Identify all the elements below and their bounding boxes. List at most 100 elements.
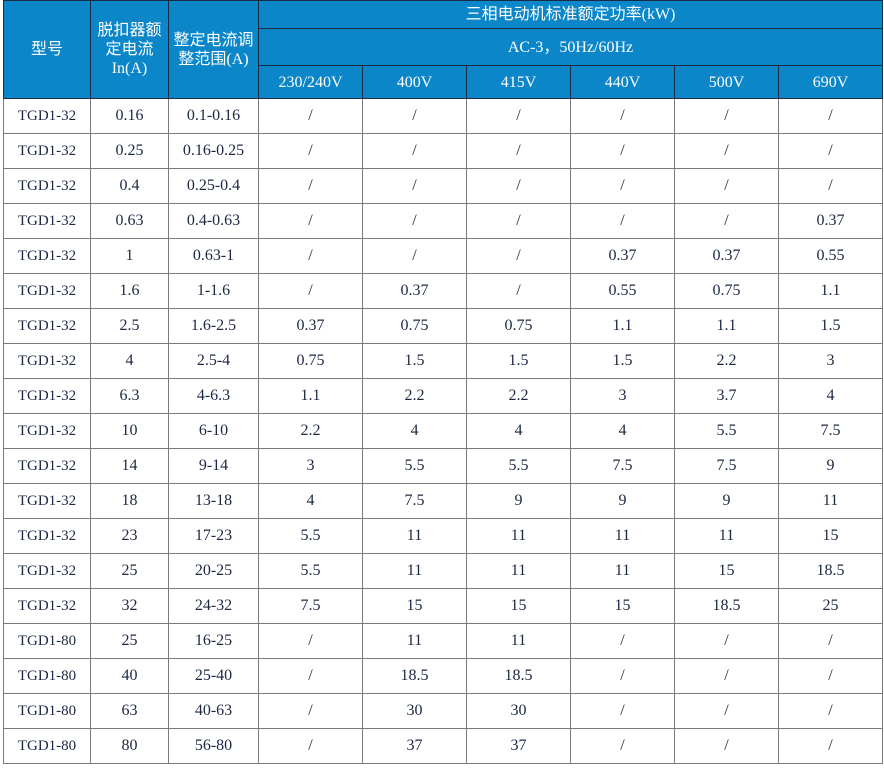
table-row: TGD1-32 4 2.5-4 0.75 1.5 1.5 1.5 2.2 3 [3, 343, 884, 379]
cell-power-230-240v: / [258, 98, 363, 134]
cell-power-500v: 9 [674, 483, 779, 519]
cell-power-415v: 2.2 [466, 378, 571, 414]
cell-power-440v: / [570, 98, 675, 134]
cell-power-415v: 11 [466, 553, 571, 589]
cell-setting-range: 24-32 [168, 588, 259, 624]
cell-power-400v: 1.5 [362, 343, 467, 379]
table-row: TGD1-32 18 13-18 4 7.5 9 9 9 11 [3, 483, 884, 519]
table-row: TGD1-80 80 56-80/37 37// / [3, 728, 884, 764]
cell-rated-current: 6.3 [90, 378, 169, 414]
table-row: TGD1-32 25 20-25 5.5 11 11 11 15 18.5 [3, 553, 884, 589]
cell-power-415v: 5.5 [466, 448, 571, 484]
cell-model: TGD1-32 [3, 308, 91, 344]
table-row: TGD1-32 6.3 4-6.3 1.1 2.2 2.2 3 3.7 4 [3, 378, 884, 414]
cell-power-440v: 0.55 [570, 273, 675, 309]
cell-power-415v: 15 [466, 588, 571, 624]
cell-power-500v: / [674, 658, 779, 694]
cell-setting-range: 40-63 [168, 693, 259, 729]
cell-power-500v: 7.5 [674, 448, 779, 484]
cell-power-500v: / [674, 623, 779, 659]
cell-power-415v: / [466, 273, 571, 309]
cell-model: TGD1-32 [3, 448, 91, 484]
cell-rated-current: 23 [90, 518, 169, 554]
cell-model: TGD1-32 [3, 203, 91, 239]
cell-power-690v: / [777, 168, 884, 204]
table-row: TGD1-32 0.25 0.16-0.25// / / / / [3, 133, 884, 169]
cell-power-400v: 11 [362, 553, 467, 589]
cell-power-415v: / [466, 133, 571, 169]
cell-power-440v: 1.1 [570, 308, 675, 344]
cell-power-400v: 15 [362, 588, 467, 624]
header-voltage: 230/240V [258, 65, 363, 99]
cell-model: TGD1-32 [3, 98, 91, 134]
cell-rated-current: 32 [90, 588, 169, 624]
header-voltage: 400V [362, 65, 467, 99]
cell-power-400v: 11 [362, 623, 467, 659]
cell-power-400v: 11 [362, 518, 467, 554]
cell-power-400v: 0.37 [362, 273, 467, 309]
cell-setting-range: 2.5-4 [168, 343, 259, 379]
cell-power-440v: / [570, 658, 675, 694]
table-row: TGD1-32 0.4 0.25-0.4// / / / / [3, 168, 884, 204]
cell-power-500v: 18.5 [674, 588, 779, 624]
table-row: TGD1-80 63 40-63/30 30// / [3, 693, 884, 729]
cell-power-230-240v: / [258, 658, 363, 694]
cell-setting-range: 1.6-2.5 [168, 308, 259, 344]
cell-power-230-240v: 4 [258, 483, 363, 519]
cell-setting-range: 6-10 [168, 413, 259, 449]
cell-setting-range: 0.25-0.4 [168, 168, 259, 204]
cell-rated-current: 63 [90, 693, 169, 729]
cell-rated-current: 0.16 [90, 98, 169, 134]
cell-power-690v: 11 [777, 483, 884, 519]
motor-power-table: 型号 脱扣器额定电流 In(A) 整定电流调整范围(A) 三相电动机标准额定功率… [3, 0, 884, 764]
cell-power-440v: 11 [570, 553, 675, 589]
cell-rated-current: 0.4 [90, 168, 169, 204]
cell-setting-range: 9-14 [168, 448, 259, 484]
cell-model: TGD1-32 [3, 378, 91, 414]
cell-power-230-240v: 3 [258, 448, 363, 484]
cell-power-440v: 11 [570, 518, 675, 554]
cell-power-690v: 1.5 [777, 308, 884, 344]
table-row: TGD1-32 14 9-14 3 5.5 5.5 7.5 7.5 9 [3, 448, 884, 484]
cell-power-500v: 1.1 [674, 308, 779, 344]
cell-power-230-240v: / [258, 693, 363, 729]
cell-power-400v: 0.75 [362, 308, 467, 344]
cell-power-415v: 30 [466, 693, 571, 729]
cell-model: TGD1-32 [3, 343, 91, 379]
cell-power-690v: 4 [777, 378, 884, 414]
cell-rated-current: 40 [90, 658, 169, 694]
cell-power-690v: 1.1 [777, 273, 884, 309]
cell-setting-range: 0.1-0.16 [168, 98, 259, 134]
cell-power-440v: 4 [570, 413, 675, 449]
cell-power-415v: 11 [466, 623, 571, 659]
header-voltage: 415V [466, 65, 571, 99]
cell-power-230-240v: / [258, 238, 363, 274]
cell-setting-range: 13-18 [168, 483, 259, 519]
cell-power-400v: / [362, 133, 467, 169]
cell-power-500v: 11 [674, 518, 779, 554]
cell-rated-current: 0.63 [90, 203, 169, 239]
header-setting-range: 整定电流调整范围(A) [168, 0, 259, 99]
cell-model: TGD1-32 [3, 553, 91, 589]
table-row: TGD1-32 23 17-23 5.5 11 11 11 11 15 [3, 518, 884, 554]
cell-setting-range: 56-80 [168, 728, 259, 764]
cell-power-500v: 3.7 [674, 378, 779, 414]
cell-model: TGD1-32 [3, 483, 91, 519]
cell-power-690v: / [777, 98, 884, 134]
cell-model: TGD1-32 [3, 518, 91, 554]
cell-power-230-240v: 2.2 [258, 413, 363, 449]
cell-power-690v: / [777, 623, 884, 659]
cell-rated-current: 18 [90, 483, 169, 519]
table-row: TGD1-80 40 25-40/18.5 18.5// / [3, 658, 884, 694]
cell-power-400v: / [362, 98, 467, 134]
cell-model: TGD1-32 [3, 168, 91, 204]
cell-power-415v: 9 [466, 483, 571, 519]
cell-power-440v: 15 [570, 588, 675, 624]
cell-power-500v: / [674, 728, 779, 764]
cell-power-415v: 1.5 [466, 343, 571, 379]
cell-power-400v: / [362, 238, 467, 274]
cell-power-400v: 5.5 [362, 448, 467, 484]
cell-power-690v: / [777, 693, 884, 729]
header-voltage: 690V [777, 65, 884, 99]
header-rated-current: 脱扣器额定电流 In(A) [90, 0, 169, 99]
